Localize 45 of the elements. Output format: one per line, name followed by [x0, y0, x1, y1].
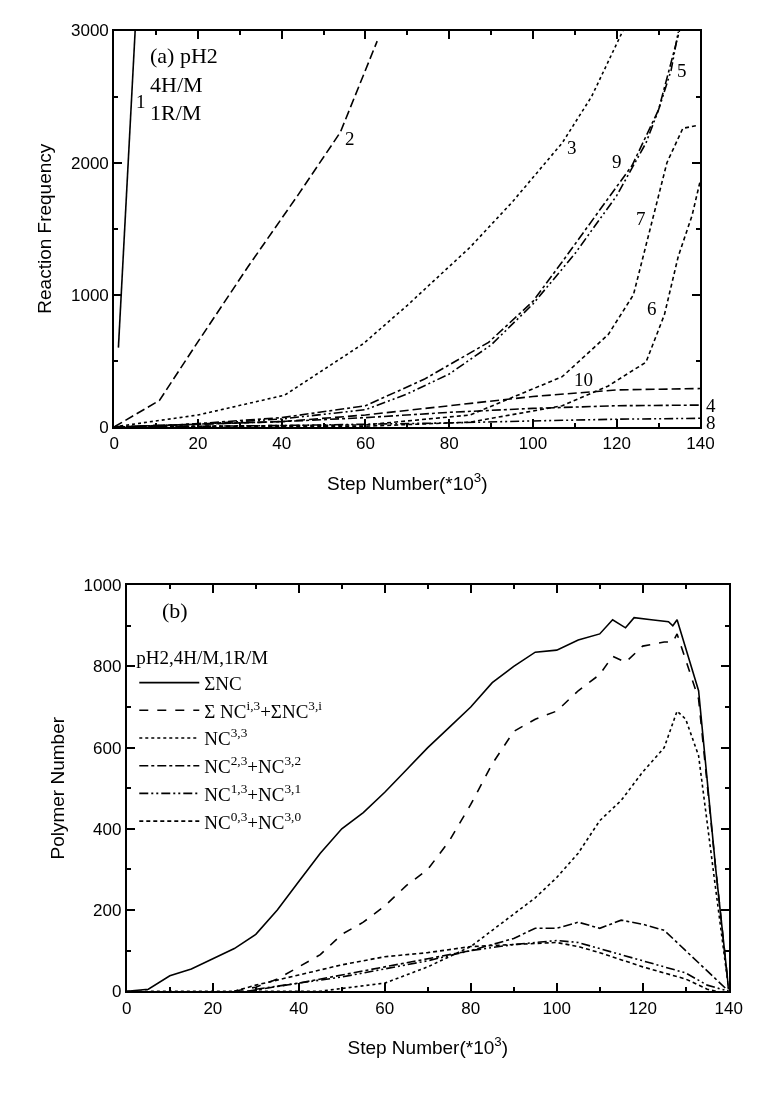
y-tick-label: 200: [93, 900, 122, 920]
y-tick-label: 1000: [70, 285, 109, 305]
x-axis-title: Step Number(*10$^{3}$): [327, 469, 488, 494]
series-label: 9: [612, 151, 622, 172]
series-label: 6: [647, 298, 657, 319]
legend-label: NC$^{1,3}$+NC$^{3,1}$: [204, 780, 302, 805]
x-tick-label: 60: [356, 434, 375, 454]
x-axis-title: Step Number(*10$^{3}$): [347, 1033, 509, 1058]
y-axis-title: Reaction Frequency: [34, 143, 56, 314]
x-tick-label: 80: [461, 998, 481, 1018]
y-tick-label: 2000: [70, 153, 109, 173]
annotation: (a) pH2 4H/M 1R/M: [150, 43, 218, 126]
x-tick-label: 120: [628, 998, 657, 1018]
series-label: 3: [567, 137, 577, 158]
x-tick-label: 40: [272, 434, 292, 454]
y-tick-label: 0: [99, 417, 109, 437]
x-tick-label: 140: [686, 434, 715, 454]
x-tick-label: 100: [518, 434, 548, 454]
y-tick-label: 400: [93, 819, 122, 839]
legend-label: NC$^{2,3}$+NC$^{3,2}$: [204, 753, 302, 778]
x-tick-label: 20: [203, 998, 223, 1018]
series-label: 10: [574, 369, 593, 390]
y-tick-label: 800: [93, 657, 122, 677]
series-label: 2: [345, 128, 355, 149]
series-label: 5: [677, 60, 687, 81]
x-tick-label: 80: [439, 434, 459, 454]
y-tick-label: 1000: [83, 576, 122, 596]
legend-label: NC$^{3,3}$: [204, 725, 248, 750]
annotation: (b): [162, 598, 188, 623]
y-tick-label: 600: [93, 738, 122, 758]
legend-title: pH2,4H/M,1R/M: [136, 646, 269, 668]
y-axis-title: Polymer Number: [46, 716, 68, 860]
x-tick-label: 60: [375, 998, 395, 1018]
x-tick-label: 40: [289, 998, 309, 1018]
x-tick-label: 20: [188, 434, 208, 454]
series-label: 1: [136, 91, 146, 112]
legend-label: ΣNC: [204, 673, 242, 695]
legend-label: NC$^{0,3}$+NC$^{3,0}$: [204, 808, 302, 833]
series-label: 7: [636, 208, 646, 229]
x-tick-label: 100: [542, 998, 571, 1018]
x-tick-label: 120: [602, 434, 631, 454]
legend-label: Σ NC$^{i,3}$+ΣNC$^{3,i}$: [204, 697, 323, 722]
y-tick-label: 0: [111, 982, 122, 1002]
x-tick-label: 140: [714, 998, 743, 1018]
y-tick-label: 3000: [70, 21, 109, 41]
